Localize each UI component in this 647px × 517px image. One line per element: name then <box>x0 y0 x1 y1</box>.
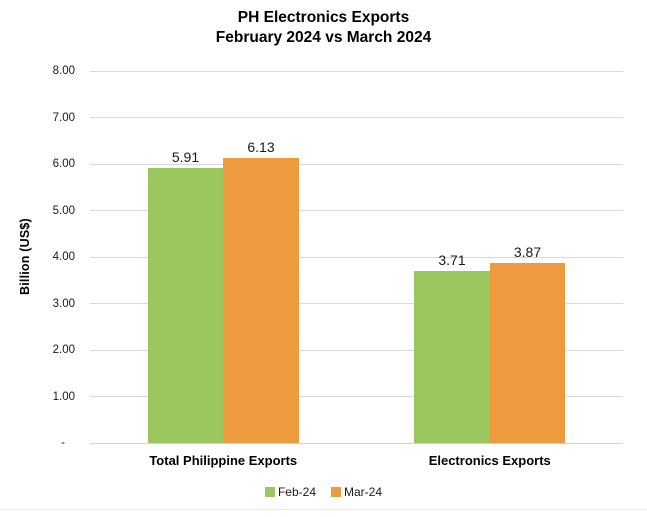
y-tick-label-5-00: 5.00 <box>52 204 75 217</box>
gridline-8-00 <box>90 70 623 72</box>
x-axis-labels: Total Philippine Exports Electronics Expo… <box>0 452 647 472</box>
x-category-label-electronics-exports: Electronics Exports <box>428 453 551 468</box>
legend-label-feb-24: Feb-24 <box>277 485 316 499</box>
y-tick-label-7-00: 7.00 <box>52 111 75 124</box>
gridline-5-00 <box>90 210 623 211</box>
bar-value-label-feb-24-electronics-exports: 3.71 <box>438 251 466 268</box>
gridline-6-00 <box>90 163 623 165</box>
y-tick-label-2-00: 2.00 <box>52 344 75 356</box>
chart-subtitle: February 2024 vs March 2024 <box>215 29 432 46</box>
y-tick-label-6-00: 6.00 <box>52 158 75 170</box>
plot-area: 5.91 6.13 3.71 3.87 <box>90 70 623 444</box>
gridline-4-00 <box>90 256 623 258</box>
gridline-7-00 <box>90 117 623 118</box>
x-category-label-total-philippine-exports: Total Philippine Exports <box>149 453 298 468</box>
gridline-3-00 <box>90 303 623 304</box>
y-tick-label-: - <box>61 437 65 449</box>
bar-value-label-mar-24-electronics-exports: 3.87 <box>513 244 542 261</box>
legend-label-mar-24: Mar-24 <box>344 485 383 499</box>
bottom-divider <box>0 509 647 510</box>
legend-item-feb-24: Feb-24 <box>264 485 316 499</box>
bar-mar-24-electronics-exports <box>489 263 566 443</box>
bar-value-label-mar-24-total-philippine-exports: 6.13 <box>247 138 275 155</box>
chart-title-block: PH Electronics Exports February 2024 vs … <box>0 8 647 48</box>
y-tick-label-4-00: 4.00 <box>52 251 75 263</box>
bar-feb-24-electronics-exports <box>414 270 490 443</box>
legend: Feb-24 Mar-24 <box>0 484 647 500</box>
chart-title: PH Electronics Exports <box>237 9 410 26</box>
y-tick-label-1-00: 1.00 <box>52 390 75 403</box>
bar-mar-24-total-philippine-exports <box>223 157 299 443</box>
legend-swatch-mar-24 <box>331 487 341 497</box>
bar-value-label-feb-24-total-philippine-exports: 5.91 <box>171 149 200 166</box>
legend-item-mar-24: Mar-24 <box>331 485 382 499</box>
bar-feb-24-total-philippine-exports <box>147 168 224 443</box>
gridline- <box>90 442 623 444</box>
gridline-1-00 <box>90 396 623 397</box>
legend-swatch-feb-24 <box>264 487 275 497</box>
y-tick-label-8-00: 8.00 <box>52 65 75 77</box>
gridline-2-00 <box>90 349 623 351</box>
y-tick-label-3-00: 3.00 <box>52 297 75 310</box>
